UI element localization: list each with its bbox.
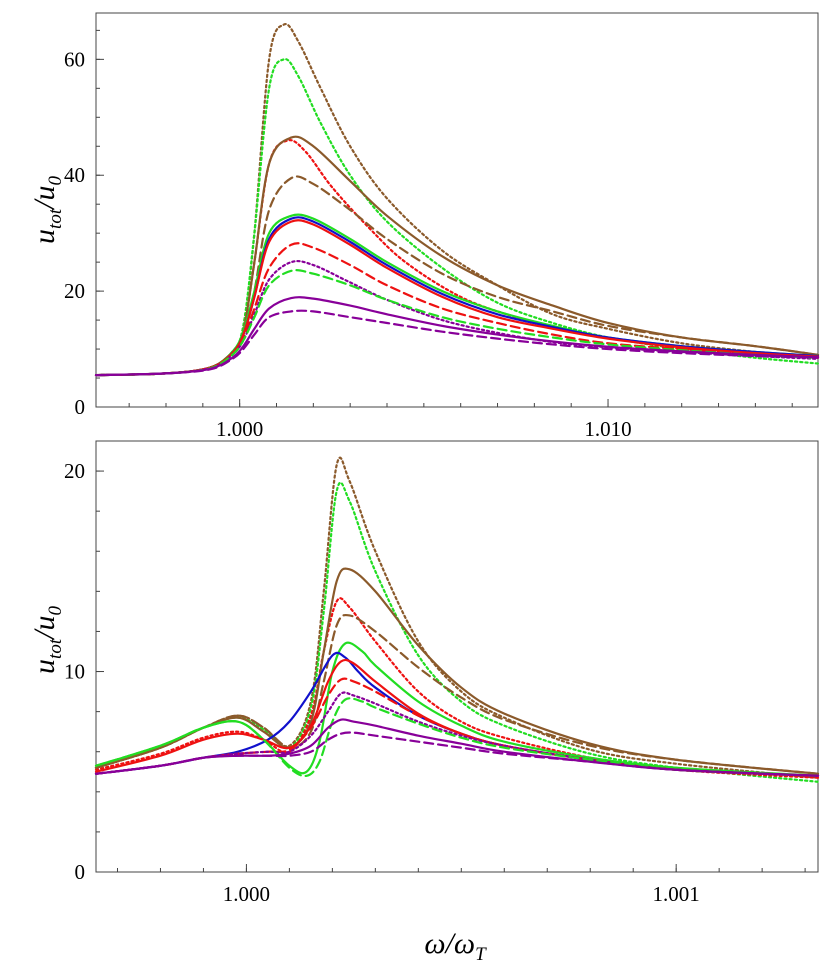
top-x-tick-label: 1.010: [584, 417, 631, 441]
top-series-line-12: [94, 296, 820, 377]
top-series-line-5: [94, 175, 820, 377]
top-panel: 1.000 1.010 0 20 40 60 utot/u0: [28, 12, 820, 441]
top-y-tick-label: 0: [75, 395, 86, 419]
bottom-series-line-6: [94, 641, 820, 777]
top-y-tick-label: 40: [64, 163, 85, 187]
bottom-series-line-10: [94, 691, 820, 777]
bottom-plot-frame: [95, 440, 819, 873]
bottom-y-axis-label: utot/u0: [28, 606, 66, 674]
top-x-tick-label: 1.000: [216, 417, 263, 441]
bottom-ticks: 1.000 1.001 0 10 20: [64, 459, 806, 906]
top-y-axis-label: utot/u0: [28, 176, 66, 244]
bottom-panel: 1.000 1.001 0 10 20 utot/u0 ω/ωT: [28, 440, 820, 965]
bottom-x-tick-label: 1.001: [653, 882, 700, 906]
x-axis-label: ω/ωT: [424, 927, 487, 965]
top-series-line-8: [94, 219, 820, 377]
top-y-tick-label: 60: [64, 47, 85, 71]
bottom-series-line-3: [94, 597, 820, 779]
bottom-y-tick-label: 20: [64, 459, 85, 483]
bottom-series-line-4: [94, 567, 820, 775]
bottom-series-line-11: [94, 697, 820, 778]
top-series-line-10: [94, 260, 820, 377]
top-ticks: 1.000 1.010 0 20 40 60: [64, 29, 793, 441]
bottom-series: [94, 456, 820, 783]
bottom-series-line-5: [94, 613, 820, 775]
top-series: [94, 23, 820, 377]
top-plot-frame: [95, 12, 819, 408]
bottom-y-tick-label: 0: [75, 860, 86, 884]
top-series-line-4: [94, 135, 820, 377]
top-series-line-11: [94, 269, 820, 377]
top-series-line-13: [94, 309, 820, 377]
bottom-series-line-13: [94, 731, 820, 777]
bottom-x-tick-label: 1.000: [223, 882, 270, 906]
top-y-tick-label: 20: [64, 279, 85, 303]
bottom-series-line-2: [94, 481, 820, 783]
bottom-series-line-1: [94, 456, 820, 779]
bottom-y-tick-label: 10: [64, 660, 85, 684]
top-series-line-1: [94, 23, 820, 377]
